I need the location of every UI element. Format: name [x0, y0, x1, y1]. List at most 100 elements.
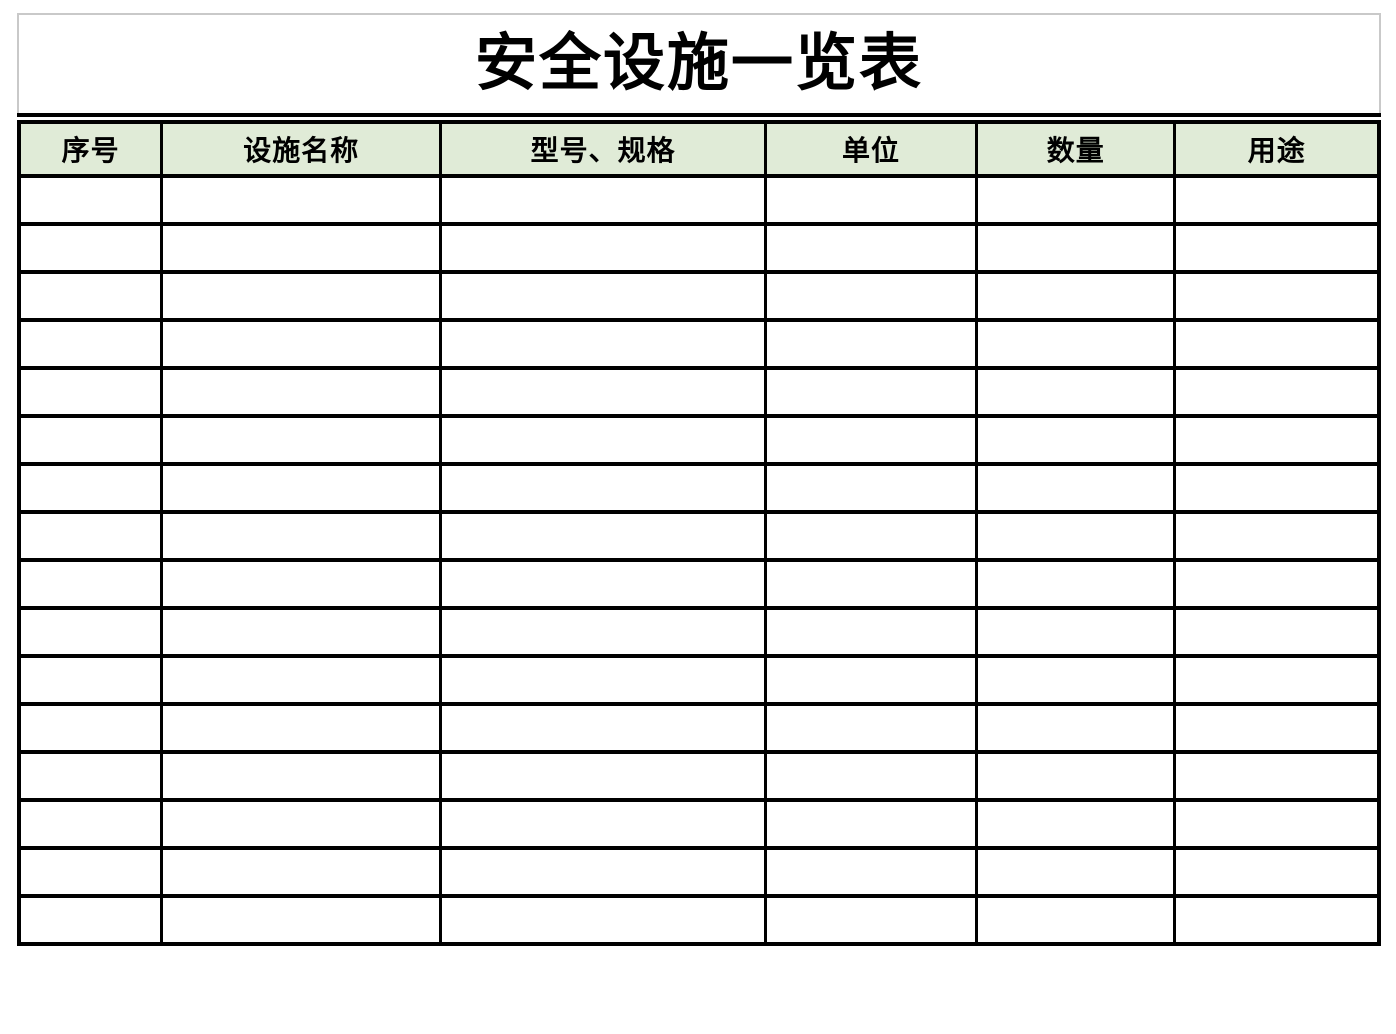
safety-facilities-table: 序号 设施名称 型号、规格 单位 数量 用途 [17, 120, 1381, 946]
table-cell [160, 606, 443, 658]
table-cell [160, 462, 443, 514]
table-cell [764, 702, 978, 754]
table-cell [1173, 750, 1381, 802]
table-cell [439, 606, 768, 658]
table-cell [439, 366, 768, 418]
column-header-serial-number: 序号 [17, 120, 164, 178]
title-box: 安全设施一览表 [17, 13, 1381, 113]
table-cell [764, 318, 978, 370]
table-cell [1173, 270, 1381, 322]
table-cell [439, 798, 768, 850]
table-cell [160, 702, 443, 754]
table-row [17, 366, 1381, 418]
table-cell [17, 174, 164, 226]
table-cell [160, 366, 443, 418]
table-row [17, 174, 1381, 226]
table-cell [764, 654, 978, 706]
column-header-quantity: 数量 [974, 120, 1177, 178]
table-cell [439, 750, 768, 802]
table-cell [160, 894, 443, 946]
table-cell [1173, 846, 1381, 898]
table-cell [17, 606, 164, 658]
table-cell [974, 462, 1177, 514]
table-cell [17, 510, 164, 562]
table-cell [974, 894, 1177, 946]
table-cell [764, 462, 978, 514]
table-cell [764, 414, 978, 466]
table-cell [439, 414, 768, 466]
table-cell [1173, 366, 1381, 418]
table-cell [764, 174, 978, 226]
table-cell [439, 894, 768, 946]
table-cell [160, 414, 443, 466]
table-cell [974, 414, 1177, 466]
table-cell [160, 318, 443, 370]
table-cell [764, 558, 978, 610]
column-header-unit: 单位 [764, 120, 978, 178]
table-cell [764, 366, 978, 418]
table-cell [17, 366, 164, 418]
table-cell [160, 270, 443, 322]
table-cell [439, 270, 768, 322]
column-header-model-spec: 型号、规格 [439, 120, 768, 178]
table-cell [764, 894, 978, 946]
table-cell [17, 270, 164, 322]
table-row [17, 462, 1381, 514]
table-cell [974, 366, 1177, 418]
table-cell [764, 606, 978, 658]
table-cell [160, 846, 443, 898]
table-cell [974, 318, 1177, 370]
table-cell [160, 558, 443, 610]
table-cell [17, 654, 164, 706]
table-cell [1173, 894, 1381, 946]
table-cell [974, 654, 1177, 706]
table-cell [764, 798, 978, 850]
table-body [17, 174, 1381, 946]
table-cell [439, 318, 768, 370]
table-cell [17, 222, 164, 274]
table-cell [17, 318, 164, 370]
table-cell [974, 558, 1177, 610]
page-title: 安全设施一览表 [474, 29, 923, 98]
table-cell [974, 846, 1177, 898]
table-cell [1173, 654, 1381, 706]
table-row [17, 222, 1381, 274]
table-cell [160, 510, 443, 562]
table-cell [439, 174, 768, 226]
table-cell [1173, 558, 1381, 610]
table-cell [974, 702, 1177, 754]
table-cell [17, 798, 164, 850]
table-cell [439, 702, 768, 754]
table-cell [764, 222, 978, 274]
table-cell [17, 462, 164, 514]
table-cell [1173, 318, 1381, 370]
table-cell [1173, 462, 1381, 514]
table-cell [160, 798, 443, 850]
title-table-separator [17, 113, 1381, 117]
column-header-purpose: 用途 [1173, 120, 1381, 178]
table-row [17, 702, 1381, 754]
table-cell [764, 510, 978, 562]
table-cell [1173, 702, 1381, 754]
table-cell [17, 750, 164, 802]
table-row [17, 606, 1381, 658]
table-cell [160, 222, 443, 274]
table-header-row: 序号 设施名称 型号、规格 单位 数量 用途 [17, 120, 1381, 178]
table-cell [1173, 174, 1381, 226]
table-cell [439, 654, 768, 706]
table-cell [974, 798, 1177, 850]
table-row [17, 798, 1381, 850]
table-cell [160, 750, 443, 802]
table-cell [439, 558, 768, 610]
table-row [17, 654, 1381, 706]
table-row [17, 750, 1381, 802]
table-cell [1173, 798, 1381, 850]
table-row [17, 510, 1381, 562]
table-cell [974, 222, 1177, 274]
table-cell [439, 222, 768, 274]
table-cell [17, 846, 164, 898]
table-cell [160, 174, 443, 226]
table-cell [974, 174, 1177, 226]
table-row [17, 318, 1381, 370]
